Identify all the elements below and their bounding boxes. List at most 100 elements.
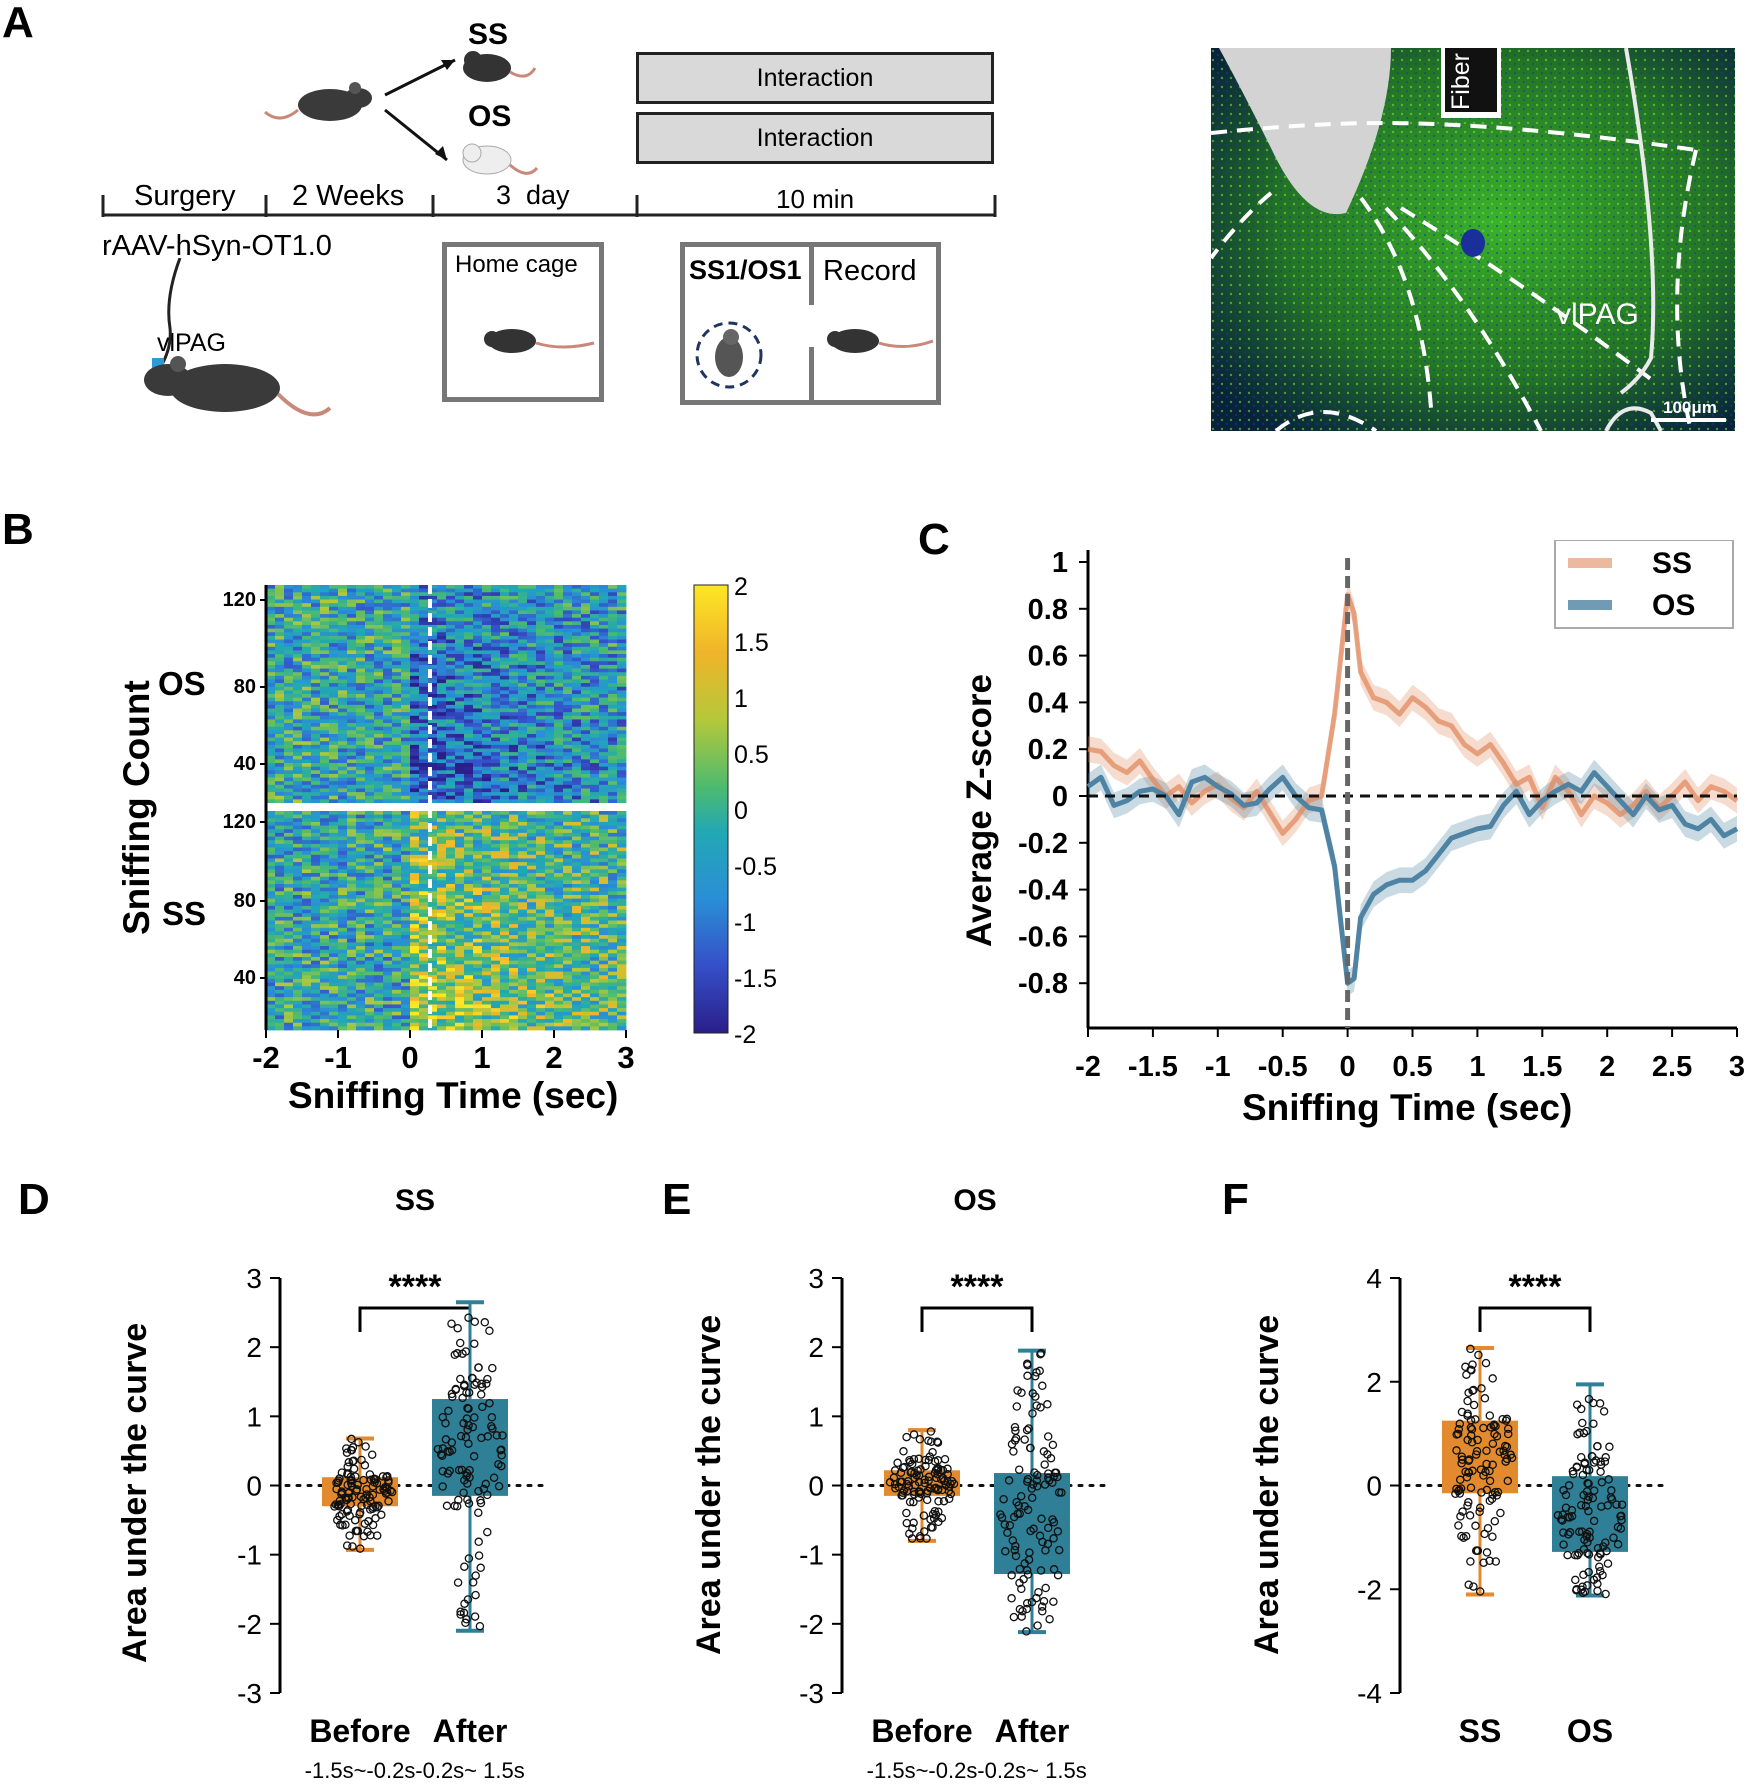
- heatmap-cell: [608, 884, 618, 889]
- heatmap-cell: [581, 993, 591, 998]
- heatmap-cell: [437, 683, 447, 688]
- heatmap-cell: [572, 935, 582, 940]
- histology-svg: [1211, 48, 1735, 431]
- heatmap-cell: [401, 862, 411, 867]
- heatmap-cell: [329, 792, 339, 797]
- heatmap-cell: [347, 935, 357, 940]
- heatmap-cell: [320, 646, 330, 651]
- heatmap-cell: [518, 694, 528, 699]
- heatmap-cell: [392, 843, 402, 848]
- heatmap-cell: [536, 624, 546, 629]
- heatmap-cell: [581, 902, 591, 907]
- heatmap-cell: [536, 741, 546, 746]
- heatmap-cell: [275, 668, 285, 673]
- heatmap-cell: [347, 865, 357, 870]
- heatmap-cell: [437, 829, 447, 834]
- heatmap-cell: [347, 989, 357, 994]
- heatmap-cell: [509, 1000, 519, 1005]
- heatmap-cell: [329, 1015, 339, 1020]
- heatmap-cell: [590, 1000, 600, 1005]
- heatmap-cell: [446, 967, 456, 972]
- heatmap-cell: [491, 773, 501, 778]
- heatmap-cell: [554, 614, 564, 619]
- heatmap-cell: [392, 829, 402, 834]
- heatmap-cell: [293, 690, 303, 695]
- heatmap-cell: [311, 967, 321, 972]
- heatmap-cell: [527, 949, 537, 954]
- heatmap-cell: [374, 1008, 384, 1013]
- heatmap-cell: [554, 675, 564, 680]
- heatmap-cell: [518, 777, 528, 782]
- heatmap-cell: [428, 898, 438, 903]
- heatmap-cell: [563, 730, 573, 735]
- heatmap-cell: [338, 614, 348, 619]
- heatmap-cell: [572, 701, 582, 706]
- heatmap-cell: [563, 811, 573, 816]
- heatmap-cell: [419, 777, 429, 782]
- heatmap-cell: [509, 752, 519, 757]
- heatmap-cell: [293, 847, 303, 852]
- heatmap-cell: [356, 887, 366, 892]
- heatmap-cell: [527, 585, 537, 590]
- heatmap-cell: [410, 741, 420, 746]
- heatmap-cell: [275, 891, 285, 896]
- heatmap-cell: [545, 781, 555, 786]
- heatmap-cell: [518, 628, 528, 633]
- heatmap-cell: [356, 610, 366, 615]
- heatmap-cell: [347, 650, 357, 655]
- heatmap-cell: [284, 880, 294, 885]
- heatmap-cell: [338, 621, 348, 626]
- zscore-xtick: 3: [1729, 1051, 1745, 1080]
- heatmap-cell: [455, 733, 465, 738]
- heatmap-cell: [509, 741, 519, 746]
- heatmap-cell: [527, 614, 537, 619]
- heatmap-cell: [446, 978, 456, 983]
- heatmap-cell: [554, 884, 564, 889]
- heatmap-cell: [320, 825, 330, 830]
- heatmap-cell: [527, 964, 537, 969]
- heatmap-cell: [401, 712, 411, 717]
- heatmap-cell: [617, 617, 627, 622]
- heatmap-cell: [581, 811, 591, 816]
- heatmap-cell: [599, 723, 609, 728]
- heatmap-cell: [329, 854, 339, 859]
- heatmap-cell: [347, 880, 357, 885]
- heatmap-cell: [302, 989, 312, 994]
- heatmap-cell: [266, 672, 276, 677]
- heatmap-cell: [401, 924, 411, 929]
- heatmap-cell: [527, 606, 537, 611]
- heatmap-cell: [455, 606, 465, 611]
- heatmap-cell: [437, 748, 447, 753]
- heatmap-cell: [338, 726, 348, 731]
- heatmap-cell: [464, 664, 474, 669]
- heatmap-cell: [545, 748, 555, 753]
- heatmap-cell: [536, 683, 546, 688]
- heatmap-cell: [338, 788, 348, 793]
- heatmap-cell: [275, 766, 285, 771]
- heatmap-cell: [536, 763, 546, 768]
- heatmap-cell: [518, 851, 528, 856]
- heatmap-cell: [554, 748, 564, 753]
- heatmap-cell: [446, 784, 456, 789]
- heatmap-cell: [554, 715, 564, 720]
- heatmap-cell: [266, 694, 276, 699]
- heatmap-cell: [383, 694, 393, 699]
- heatmap-cell: [446, 832, 456, 837]
- heatmap-cell: [527, 730, 537, 735]
- heatmap-cell: [482, 795, 492, 800]
- heatmap-cell: [419, 851, 429, 856]
- heatmap-cell: [365, 799, 375, 804]
- heatmap-cell: [509, 913, 519, 918]
- heatmap-cell: [590, 1026, 600, 1031]
- heatmap-cell: [491, 967, 501, 972]
- heatmap-cell: [320, 603, 330, 608]
- heatmap-cell: [365, 628, 375, 633]
- heatmap-cell: [563, 679, 573, 684]
- heatmap-cell: [599, 935, 609, 940]
- heatmap-cell: [572, 654, 582, 659]
- heatmap-cell: [392, 595, 402, 600]
- heatmap-cell: [419, 595, 429, 600]
- heatmap-cell: [608, 744, 618, 749]
- heatmap-cell: [581, 675, 591, 680]
- heatmap-cell: [572, 733, 582, 738]
